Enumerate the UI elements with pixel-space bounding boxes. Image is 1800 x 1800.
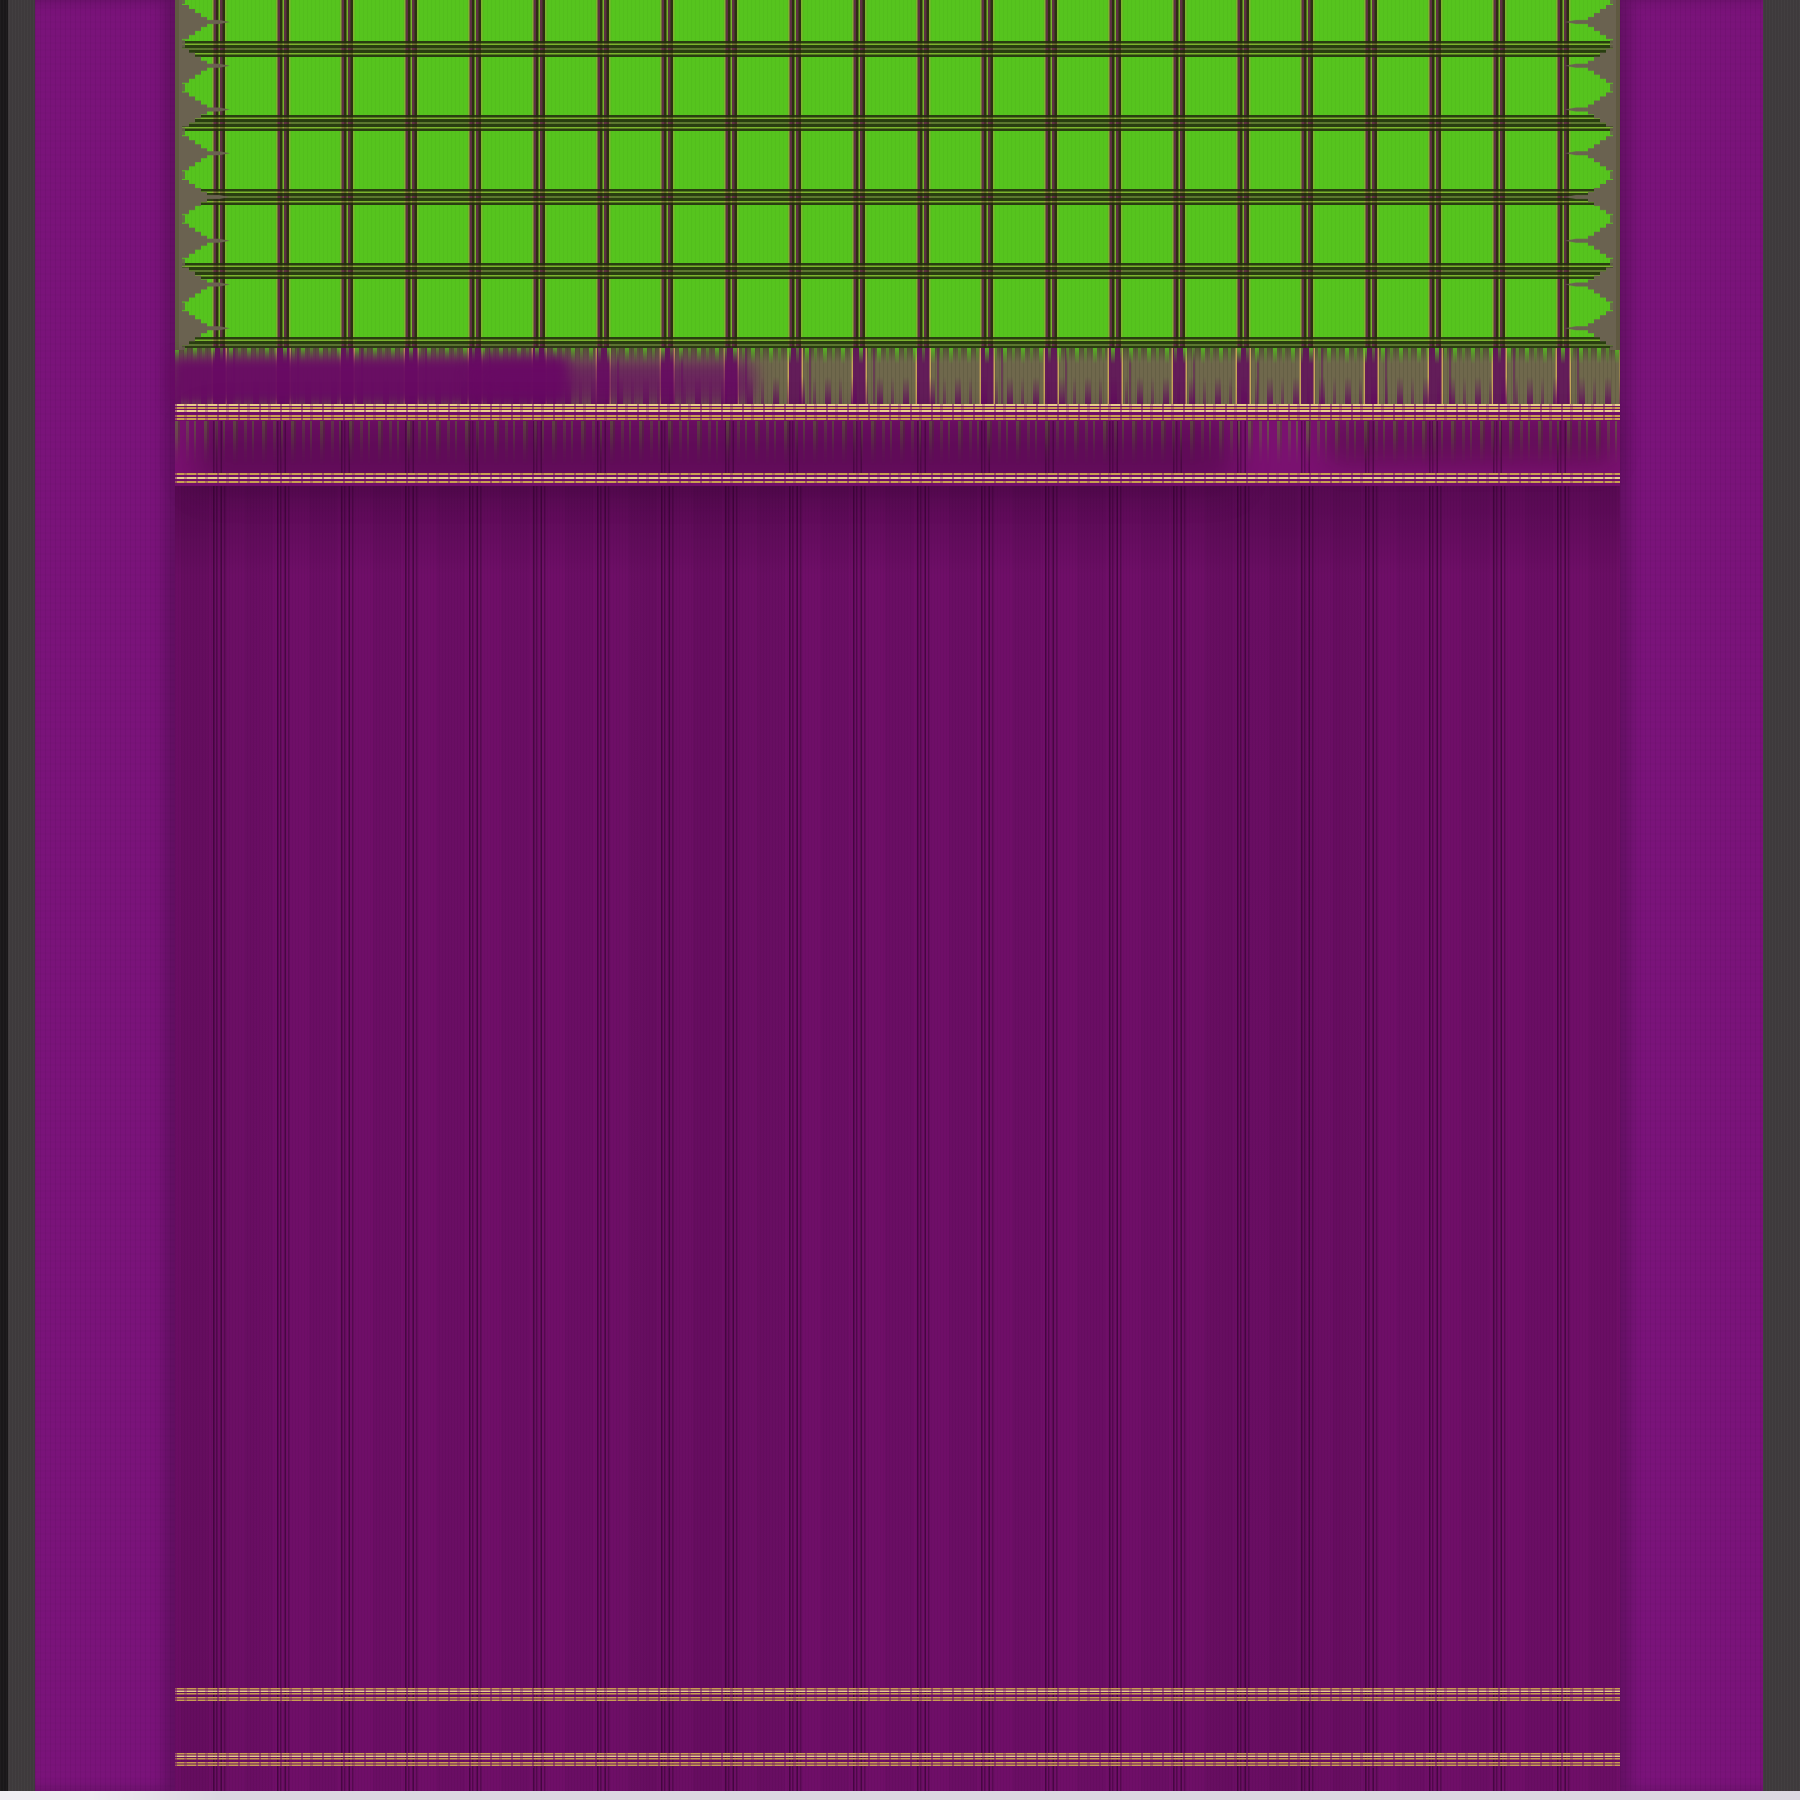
saree-fabric [169,0,1620,1791]
temple-spire-motif-column-left [175,0,233,350]
purple-saree-body [175,486,1620,1791]
green-checked-pallu-section [175,0,1620,350]
backdrop-left-edge [0,0,35,1791]
gold-zari-band-bottom-2 [175,1753,1620,1768]
backdrop-right-edge [1763,0,1800,1791]
gold-zari-band-bottom-1 [175,1688,1620,1703]
dye-bleed-fringe-zone [175,421,1620,473]
olive-transition-band [175,348,1620,404]
saree-left-selvedge-border [35,0,175,1791]
gold-zari-band-top-2 [175,473,1620,486]
backdrop-bottom-light-strip [0,1791,1800,1800]
saree-right-selvedge-border [1620,0,1763,1791]
temple-spire-motif-column-right [1562,0,1620,350]
gold-zari-band-top-1 [175,404,1620,421]
